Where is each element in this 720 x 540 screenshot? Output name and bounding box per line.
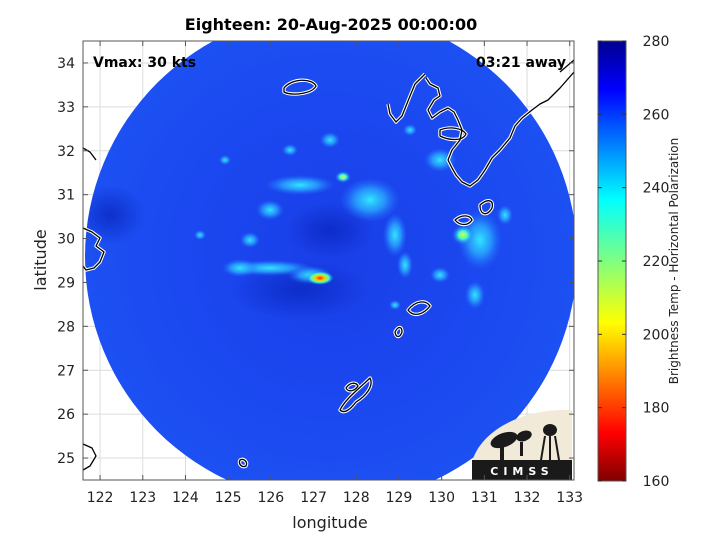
- rain-band: [282, 144, 298, 156]
- rain-band: [424, 148, 456, 172]
- y-tick-label: 28: [57, 319, 75, 335]
- y-tick-label: 27: [57, 363, 75, 379]
- colorbar-tick-label: 280: [643, 34, 670, 50]
- x-tick-label: 123: [129, 490, 156, 506]
- water-tower-icon: [543, 424, 557, 436]
- map-axes: CIMSS 122 123 124 125 126 127 128 129 130 131 132 1…: [57, 40, 583, 506]
- y-tick-label: 25: [57, 451, 75, 467]
- rain-band: [256, 200, 284, 220]
- colorbar-gradient: [597, 40, 627, 482]
- axes-frame: [82, 40, 575, 481]
- chart-title: Eighteen: 20-Aug-2025 00:00:00: [185, 15, 477, 34]
- convection-spot: [335, 171, 351, 183]
- x-axis-label: longitude: [292, 513, 367, 532]
- y-tick-label: 29: [57, 275, 75, 291]
- dish-mount: [520, 442, 523, 456]
- y-ticks: 25 26 27 28 29 30 31 32 33 34: [57, 56, 574, 467]
- x-tick-label: 133: [556, 490, 583, 506]
- tower-legs: [540, 435, 560, 461]
- coastlines: [83, 59, 574, 471]
- x-tick-label: 127: [300, 490, 327, 506]
- y-tick-label: 34: [57, 56, 75, 72]
- y-tick-label: 30: [57, 232, 75, 248]
- cold-region: [85, 185, 145, 245]
- colorbar-tick-label: 240: [643, 181, 670, 197]
- y-tick-label: 31: [57, 188, 75, 204]
- x-tick-label: 130: [428, 490, 455, 506]
- colorbar-tick-label: 180: [643, 401, 670, 417]
- logo-label: CIMSS: [490, 465, 553, 478]
- convection-spot: [452, 225, 474, 245]
- rain-band: [194, 230, 206, 240]
- rain-band: [219, 155, 231, 165]
- colorbar-tick-label: 260: [643, 107, 670, 123]
- rain-band: [383, 213, 407, 257]
- rain-band: [465, 281, 485, 309]
- x-tick-label: 122: [87, 490, 114, 506]
- swath-features: [85, 124, 513, 320]
- logo-banner: [472, 460, 572, 480]
- colorbar-tick-label: 200: [643, 327, 670, 343]
- dish-mount: [500, 446, 504, 460]
- colorbar-label: Brightness Temp - Horizontal Polarizatio…: [667, 138, 681, 385]
- rain-band: [403, 124, 417, 136]
- y-tick-label: 33: [57, 100, 75, 116]
- colorbar: 280 260 240 220 200 180 160 Brightness Temp - …: [597, 34, 681, 490]
- rain-band: [497, 205, 513, 225]
- satellite-dish-icon: [490, 431, 518, 449]
- cimss-logo: CIMSS: [472, 409, 572, 480]
- vmax-annotation: Vmax: 30 kts: [93, 55, 196, 71]
- x-tick-label: 124: [172, 490, 199, 506]
- colorbar-ticks: 280 260 240 220 200 180 160: [598, 34, 669, 490]
- x-tick-label: 131: [471, 490, 498, 506]
- rain-band: [320, 132, 340, 148]
- deep-convection-spot: [306, 271, 334, 285]
- rain-band: [240, 232, 260, 248]
- rain-band: [340, 178, 400, 222]
- time-away-annotation: 03:21 away: [476, 55, 566, 71]
- colorbar-tick-label: 160: [643, 474, 670, 490]
- y-tick-label: 32: [57, 144, 75, 160]
- rain-band: [397, 251, 413, 279]
- x-tick-label: 125: [215, 490, 242, 506]
- colorbar-tick-label: 220: [643, 254, 670, 270]
- x-tick-label: 126: [257, 490, 284, 506]
- rain-band: [389, 300, 401, 310]
- x-tick-label: 132: [514, 490, 541, 506]
- x-ticks: 122 123 124 125 126 127 128 129 130 131 132 133: [87, 41, 583, 506]
- y-tick-label: 26: [57, 407, 75, 423]
- rain-band: [222, 259, 258, 277]
- x-tick-label: 129: [386, 490, 413, 506]
- rain-band: [430, 267, 450, 283]
- y-axis-label: latitude: [31, 229, 50, 290]
- rain-band: [265, 175, 335, 195]
- satellite-dish-icon: [516, 430, 532, 442]
- x-tick-label: 128: [343, 490, 370, 506]
